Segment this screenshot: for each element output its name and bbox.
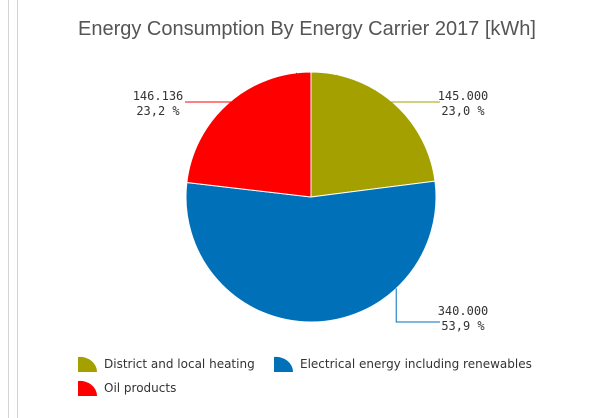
pie-slice — [310, 71, 436, 198]
legend-swatch-icon — [78, 380, 98, 396]
leader-line — [395, 288, 440, 323]
data-label-percent: 23,0 % — [441, 104, 485, 118]
legend-label: Electrical energy including renewables — [300, 357, 532, 371]
legend-swatch-icon — [78, 356, 98, 372]
leader-line — [185, 72, 297, 103]
chart-title: Energy Consumption By Energy Carrier 201… — [78, 18, 536, 40]
data-label-percent: 53,9 % — [441, 319, 485, 333]
left-divider — [8, 0, 9, 418]
legend-item: Electrical energy including renewables — [272, 354, 532, 374]
legend-item: District and local heating — [76, 354, 255, 374]
data-label-percent: 23,2 % — [136, 104, 180, 118]
pie-slice — [185, 180, 437, 323]
data-label-value: 340.000 — [438, 304, 489, 318]
pie-slice — [186, 71, 312, 198]
legend-label: District and local heating — [104, 357, 255, 371]
leader-line — [336, 74, 440, 103]
legend-item: Oil products — [76, 378, 176, 398]
data-label-value: 146.136 — [133, 89, 184, 103]
legend-swatch-icon — [274, 356, 294, 372]
legend-label: Oil products — [104, 381, 177, 395]
data-label-value: 145.000 — [438, 89, 489, 103]
pie-slices — [185, 71, 437, 323]
leader-lines — [185, 72, 440, 323]
